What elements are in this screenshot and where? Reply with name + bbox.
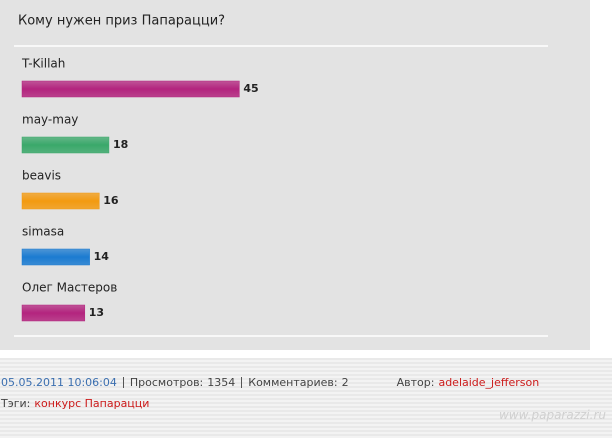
bar	[21, 136, 110, 154]
value-label: 45	[243, 82, 258, 95]
option-label: T-Killah	[21, 57, 65, 71]
value-label: 13	[89, 306, 104, 319]
tags-label: Тэги:	[1, 397, 31, 410]
bar	[21, 248, 90, 266]
post-date[interactable]: 05.05.2011 10:06:04	[1, 376, 117, 389]
separator	[241, 377, 243, 388]
option-label: simasa	[22, 225, 64, 239]
value-label: 14	[94, 250, 110, 263]
value-label: 18	[113, 138, 128, 151]
poll-title: Кому нужен приз Папарацци?	[18, 14, 225, 29]
views-label: Просмотров:	[129, 376, 204, 389]
tags-row: Тэги: конкурс Папарацци	[1, 397, 149, 410]
post-footer: 05.05.2011 10:06:04 Просмотров: 1354 Ком…	[0, 358, 612, 438]
bar	[21, 192, 100, 210]
comments-label: Комментариев:	[248, 376, 338, 389]
value-label: 16	[103, 194, 119, 207]
poll-panel	[0, 0, 590, 350]
option-label: beavis	[22, 169, 61, 183]
option-label: may-may	[22, 113, 78, 127]
comments: 2	[341, 376, 349, 389]
author-label: Автор:	[396, 376, 435, 389]
tag[interactable]: конкурс Папарацци	[34, 397, 150, 410]
separator	[122, 377, 124, 388]
option-label: Олег Мастеров	[22, 281, 117, 295]
bar	[21, 80, 240, 98]
bar	[21, 304, 86, 322]
author[interactable]: adelaide_jefferson	[438, 376, 540, 389]
views: 1354	[207, 376, 236, 389]
watermark: www.paparazzi.ru	[498, 408, 606, 422]
poll-chart: Кому нужен приз Папарацци? T-Killah 45 may…	[14, 14, 548, 337]
meta-row: 05.05.2011 10:06:04 Просмотров: 1354 Ком…	[1, 376, 539, 389]
